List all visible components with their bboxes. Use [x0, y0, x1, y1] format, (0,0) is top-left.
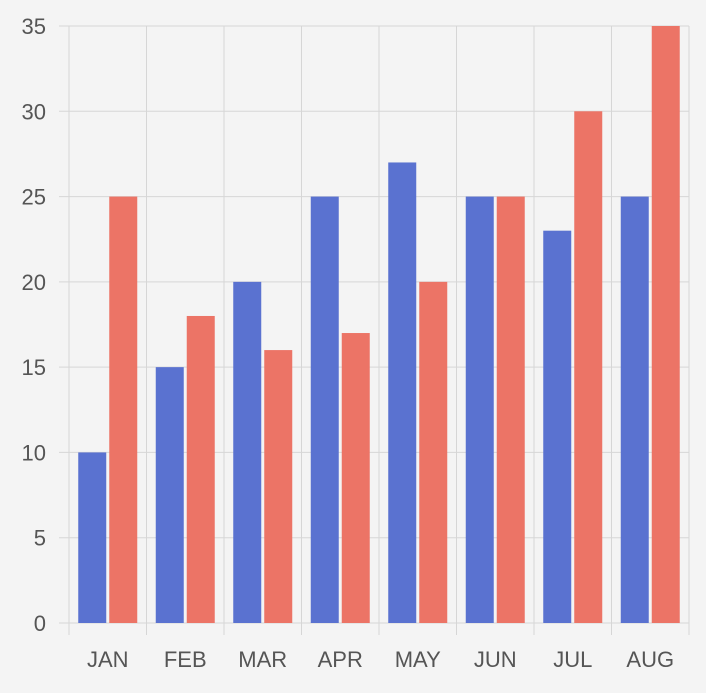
bar-series-1	[543, 230, 572, 623]
bar-series-2	[109, 196, 138, 624]
axis-layer: 0 5 10 15 20 25 30 35 JAN FEB MAR APR MAY JUN JUL AUG	[22, 14, 675, 672]
bar-series-1	[233, 281, 262, 623]
bar-series-1	[310, 196, 339, 624]
x-tick-label: JUN	[474, 647, 517, 672]
bar-series-2	[419, 281, 448, 623]
y-tick-label: 5	[34, 526, 46, 551]
x-tick-label: JAN	[87, 647, 129, 672]
bar-series-2	[186, 315, 215, 623]
bar-series-2	[651, 26, 680, 623]
y-tick-label: 10	[22, 440, 46, 465]
bar-series-1	[155, 367, 184, 623]
x-tick-label: FEB	[164, 647, 207, 672]
y-tick-label: 0	[34, 611, 46, 636]
bar-series-1	[620, 196, 649, 624]
grid-layer	[59, 25, 690, 635]
bar-series-2	[264, 350, 293, 623]
x-tick-label: MAY	[395, 647, 441, 672]
bar-series-2	[341, 333, 370, 623]
y-tick-label: 35	[22, 14, 46, 39]
bar-series-1	[388, 162, 417, 623]
y-tick-label: 20	[22, 270, 46, 295]
bar-series-1	[78, 452, 107, 623]
x-tick-label: MAR	[238, 647, 287, 672]
x-tick-label: AUG	[626, 647, 674, 672]
bar-series-1	[465, 196, 494, 624]
y-tick-label: 25	[22, 185, 46, 210]
bars-layer	[78, 26, 680, 624]
y-tick-label: 30	[22, 99, 46, 124]
x-tick-label: APR	[318, 647, 363, 672]
bar-series-2	[496, 196, 525, 624]
bar-series-2	[574, 111, 603, 624]
y-tick-label: 15	[22, 355, 46, 380]
x-tick-label: JUL	[553, 647, 592, 672]
